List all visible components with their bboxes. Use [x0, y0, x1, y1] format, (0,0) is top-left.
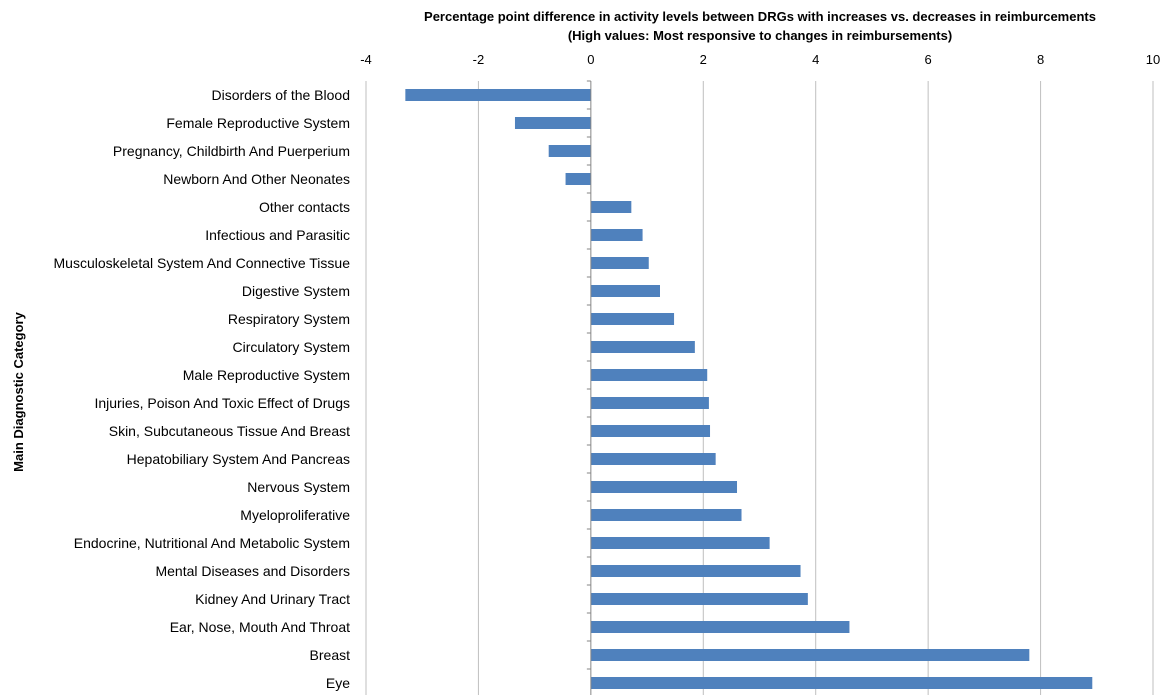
- category-label: Respiratory System: [228, 311, 350, 327]
- bar: [590, 537, 770, 549]
- y-axis-title: Main Diagnostic Category: [11, 311, 26, 471]
- category-label: Kidney And Urinary Tract: [195, 591, 350, 607]
- x-tick-label: 6: [925, 52, 932, 67]
- bar: [590, 397, 709, 409]
- category-label: Other contacts: [259, 199, 350, 215]
- bar: [590, 285, 661, 297]
- category-label: Pregnancy, Childbirth And Puerperium: [113, 143, 350, 159]
- bar: [590, 565, 801, 577]
- bar: [565, 173, 591, 185]
- chart-title: Percentage point difference in activity …: [424, 9, 1096, 24]
- gridlines: [365, 81, 1154, 695]
- bar: [548, 145, 591, 157]
- x-tick-label: 4: [812, 52, 819, 67]
- bar: [590, 425, 711, 437]
- x-axis-ticks: -4 -2 0 2 4 6 8 10: [360, 52, 1160, 670]
- bars: [405, 89, 1093, 689]
- category-label: Mental Diseases and Disorders: [155, 563, 350, 579]
- category-label: Hepatobiliary System And Pancreas: [127, 451, 350, 467]
- bar: [590, 201, 632, 213]
- bar: [590, 649, 1030, 661]
- category-label: Ear, Nose, Mouth And Throat: [170, 619, 350, 635]
- x-tick-label: -4: [360, 52, 372, 67]
- category-label: Female Reproductive System: [166, 115, 350, 131]
- category-label: Myeloproliferative: [240, 507, 350, 523]
- bar: [590, 453, 716, 465]
- bar: [590, 677, 1093, 689]
- category-label: Digestive System: [242, 283, 350, 299]
- category-label: Circulatory System: [233, 339, 350, 355]
- bar: [590, 341, 695, 353]
- category-label: Disorders of the Blood: [211, 87, 350, 103]
- x-tick-label: 8: [1037, 52, 1044, 67]
- category-label: Newborn And Other Neonates: [163, 171, 350, 187]
- chart-subtitle: (High values: Most responsive to changes…: [568, 28, 952, 43]
- category-label: Endocrine, Nutritional And Metabolic Sys…: [74, 535, 350, 551]
- bar: [590, 369, 708, 381]
- x-tick-label: -2: [473, 52, 485, 67]
- bar: [590, 313, 675, 325]
- category-label: Nervous System: [247, 479, 350, 495]
- bar: [590, 621, 850, 633]
- category-label: Injuries, Poison And Toxic Effect of Dru…: [94, 395, 350, 411]
- category-labels: Disorders of the Blood Female Reproductiv…: [54, 87, 351, 691]
- category-label: Skin, Subcutaneous Tissue And Breast: [109, 423, 350, 439]
- bar: [590, 257, 649, 269]
- bar: [590, 593, 808, 605]
- category-label: Musculoskeletal System And Connective Ti…: [54, 255, 351, 271]
- x-tick-label: 0: [587, 52, 594, 67]
- x-tick-label: 2: [700, 52, 707, 67]
- bar: [514, 117, 591, 129]
- category-label: Eye: [326, 675, 350, 691]
- bar: [590, 509, 742, 521]
- bar: [405, 89, 591, 101]
- x-tick-label: 10: [1146, 52, 1160, 67]
- category-label: Infectious and Parasitic: [205, 227, 350, 243]
- category-label: Breast: [310, 647, 351, 663]
- bar: [590, 481, 738, 493]
- category-label: Male Reproductive System: [183, 367, 350, 383]
- bar: [590, 229, 643, 241]
